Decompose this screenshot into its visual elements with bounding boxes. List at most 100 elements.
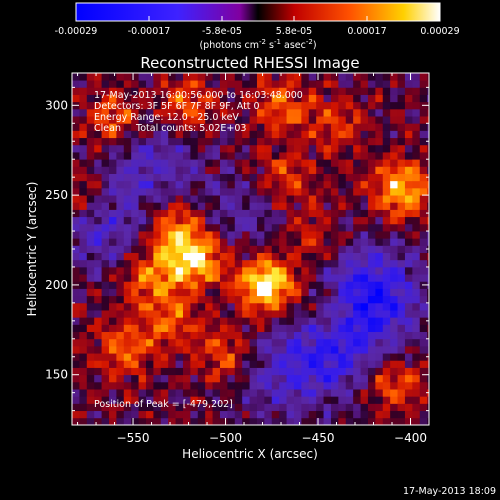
heatmap-cell [330, 295, 339, 304]
heatmap-cell [160, 123, 169, 131]
heatmap-cell [264, 281, 273, 289]
heatmap-cell [249, 317, 258, 325]
heatmap-cell [249, 338, 258, 347]
heatmap-cell [404, 238, 413, 246]
heatmap-cell [353, 310, 361, 318]
heatmap-cell [271, 295, 280, 304]
heatmap-cell [286, 281, 295, 289]
heatmap-cell [397, 274, 406, 282]
heatmap-cell [419, 266, 428, 275]
heatmap-cell [293, 281, 302, 289]
peak-position-label: Position of Peak = [-479,202] [94, 399, 233, 410]
heatmap-cell [286, 137, 295, 146]
heatmap-cell [293, 159, 302, 167]
heatmap-cell [175, 338, 184, 347]
heatmap-cell [323, 331, 332, 340]
heatmap-cell [293, 231, 302, 239]
heatmap-cell [316, 360, 324, 368]
heatmap-cell [94, 144, 102, 153]
heatmap-cell [338, 94, 347, 103]
heatmap-cell [72, 209, 80, 218]
heatmap-cell [271, 238, 280, 246]
heatmap-cell [72, 223, 80, 232]
heatmap-cell [123, 108, 132, 117]
heatmap-cell [212, 87, 221, 95]
heatmap-cell [264, 116, 273, 124]
heatmap-cell [279, 310, 287, 318]
heatmap-cell [360, 266, 369, 275]
heatmap-cell [242, 238, 250, 246]
heatmap-cell [205, 209, 213, 218]
heatmap-cell [160, 238, 169, 246]
heatmap-cell [72, 144, 80, 153]
heatmap-cell [330, 252, 339, 261]
heatmap-cell [101, 417, 110, 425]
heatmap-cell [271, 317, 280, 325]
heatmap-cell [338, 123, 347, 131]
heatmap-cell [182, 166, 191, 174]
heatmap-cell [175, 231, 184, 239]
heatmap-cell [101, 238, 110, 246]
heatmap-cell [190, 374, 199, 383]
heatmap-cell [316, 238, 324, 246]
heatmap-cell [382, 338, 391, 347]
heatmap-cell [116, 245, 125, 253]
heatmap-cell [271, 94, 280, 103]
heatmap-cell [138, 101, 147, 110]
heatmap-cell [108, 396, 117, 404]
heatmap-cell [345, 274, 354, 282]
heatmap-cell [345, 410, 354, 419]
heatmap-cell [131, 101, 139, 110]
heatmap-cell [360, 310, 369, 318]
heatmap-cell [168, 374, 176, 383]
heatmap-cell [219, 202, 228, 210]
heatmap-cell [404, 152, 413, 160]
heatmap-cell [375, 360, 384, 368]
heatmap-cell [168, 87, 176, 95]
heatmap-cell [190, 101, 199, 110]
heatmap-cell [242, 209, 250, 218]
heatmap-cell [227, 353, 236, 361]
heatmap-cell [345, 87, 354, 95]
heatmap-cell [123, 123, 132, 131]
heatmap-cell [271, 331, 280, 340]
heatmap-cell [101, 331, 110, 340]
heatmap-cell [264, 295, 273, 304]
heatmap-cell [72, 274, 80, 282]
heatmap-cell [227, 123, 236, 131]
heatmap-cell [227, 381, 236, 390]
heatmap-cell [205, 173, 213, 182]
heatmap-cell [190, 389, 199, 397]
heatmap-cell [412, 116, 421, 124]
heatmap-cell [279, 216, 287, 225]
heatmap-cell [360, 274, 369, 282]
heatmap-cell [382, 381, 391, 390]
heatmap-cell [382, 216, 391, 225]
heatmap-cell [234, 338, 243, 347]
heatmap-cell [86, 310, 95, 318]
heatmap-cell [123, 345, 132, 354]
heatmap-cell [212, 231, 221, 239]
heatmap-cell [219, 173, 228, 182]
heatmap-cell [175, 259, 184, 268]
heatmap-cell [427, 152, 429, 160]
heatmap-cell [190, 238, 199, 246]
heatmap-cell [145, 187, 154, 196]
heatmap-cell [330, 353, 339, 361]
heatmap-cell [316, 417, 324, 425]
heatmap-cell [205, 144, 213, 153]
heatmap-cell [227, 338, 236, 347]
heatmap-cell [375, 231, 384, 239]
heatmap-cell [153, 245, 162, 253]
heatmap-cell [301, 338, 310, 347]
heatmap-cell [79, 374, 88, 383]
heatmap-cell [153, 389, 162, 397]
heatmap-cell [153, 360, 162, 368]
heatmap-cell [249, 152, 258, 160]
heatmap-cell [345, 288, 354, 297]
heatmap-cell [256, 345, 265, 354]
heatmap-cell [390, 108, 398, 117]
heatmap-cell [264, 252, 273, 261]
heatmap-cell [316, 245, 324, 253]
heatmap-cell [116, 324, 125, 333]
